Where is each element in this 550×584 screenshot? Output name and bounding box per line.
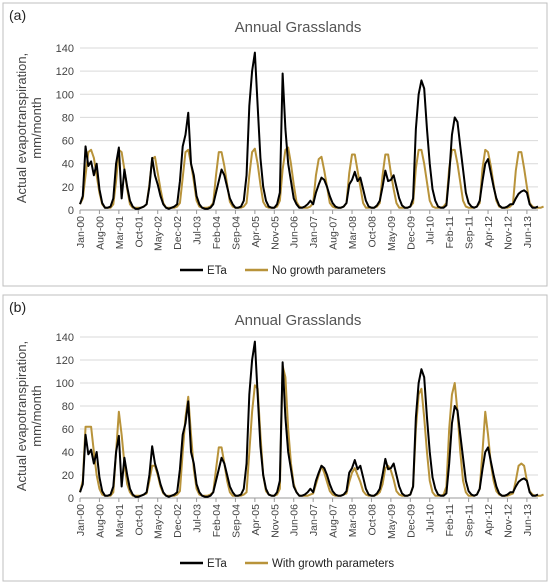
x-tick-label: Aug-00 bbox=[94, 504, 106, 538]
x-tick-label: Feb-11 bbox=[444, 216, 456, 249]
x-tick-label: Aug-07 bbox=[328, 216, 340, 250]
x-tick-label: Sep-04 bbox=[230, 504, 242, 538]
x-tick-label: Dec-09 bbox=[405, 504, 417, 538]
x-tick-label: Apr-12 bbox=[483, 504, 495, 536]
legend-label-no-growth: No growth parameters bbox=[272, 265, 386, 277]
y-tick-label: 20 bbox=[62, 470, 74, 482]
panel-b-ylabel: Actual evapotranspiration,mm/month bbox=[14, 341, 44, 491]
x-tick-label: Feb-04 bbox=[211, 216, 223, 249]
panel-b-frame bbox=[2, 294, 548, 582]
x-tick-label: Aug-07 bbox=[328, 504, 340, 538]
y-tick-label: 60 bbox=[62, 424, 74, 436]
y-tick-label: 140 bbox=[56, 332, 74, 344]
panel-b-title: Annual Grasslands bbox=[235, 312, 362, 329]
x-tick-label: Jul-03 bbox=[192, 504, 204, 533]
y-tick-label: 100 bbox=[56, 89, 74, 101]
legend-label-eta: ETa bbox=[207, 265, 227, 277]
x-tick-label: Nov-05 bbox=[269, 216, 281, 250]
y-tick-label: 0 bbox=[68, 493, 74, 505]
series-line-eta bbox=[79, 340, 539, 498]
panel-a: (a) Annual Grasslands Actual evapotransp… bbox=[2, 2, 548, 287]
y-tick-label: 40 bbox=[62, 447, 74, 459]
x-tick-label: May-02 bbox=[153, 504, 165, 539]
x-tick-label: Oct-01 bbox=[133, 504, 145, 536]
x-tick-label: Dec-09 bbox=[405, 216, 417, 250]
x-tick-label: Jan-07 bbox=[308, 216, 320, 248]
x-tick-label: Sep-04 bbox=[230, 216, 242, 250]
panel-a-plot: 0 20 40 60 80 100 120 140 Jan-00 Aug-00 Mar-01 Oct-… bbox=[56, 43, 544, 251]
x-tick-label: May-02 bbox=[153, 216, 165, 251]
x-tick-label: Nov-12 bbox=[502, 504, 514, 538]
x-tick-label: Jan-00 bbox=[75, 504, 87, 536]
x-tick-label: Mar-08 bbox=[347, 504, 359, 537]
x-tick-label: Mar-01 bbox=[114, 504, 126, 537]
x-tick-label: Mar-08 bbox=[347, 216, 359, 249]
y-tick-label: 0 bbox=[68, 205, 74, 217]
x-tick-label: Jun-13 bbox=[522, 216, 534, 248]
panel-b-legend: ETa With growth parameters bbox=[180, 558, 394, 570]
x-tick-label: Jul-10 bbox=[425, 216, 437, 245]
panel-a-ylabel: Actual evapotranspiration,mm/month bbox=[14, 53, 44, 203]
x-tick-label: Jul-10 bbox=[425, 504, 437, 533]
panel-b-label: (b) bbox=[9, 299, 26, 315]
y-tick-label: 20 bbox=[62, 182, 74, 194]
series-line-eta bbox=[79, 51, 539, 210]
x-tick-label: Apr-05 bbox=[250, 504, 262, 536]
panel-a-legend: ETa No growth parameters bbox=[180, 265, 386, 277]
x-tick-label: Jul-03 bbox=[192, 216, 204, 245]
legend-label-eta: ETa bbox=[207, 558, 227, 570]
x-tick-label: Feb-04 bbox=[211, 504, 223, 537]
x-tick-label: Oct-08 bbox=[366, 504, 378, 536]
panel-b: (b) Annual Grasslands Actual evapotransp… bbox=[2, 294, 548, 582]
x-tick-label: Jan-00 bbox=[75, 216, 87, 248]
x-tick-label: Jun-06 bbox=[289, 504, 301, 536]
x-tick-label: Feb-11 bbox=[444, 504, 456, 537]
x-tick-label: Dec-02 bbox=[172, 216, 184, 250]
x-tick-label: Mar-01 bbox=[114, 216, 126, 249]
panel-a-label: (a) bbox=[9, 7, 26, 23]
x-tick-label: Dec-02 bbox=[172, 504, 184, 538]
x-tick-label: Nov-05 bbox=[269, 504, 281, 538]
y-tick-label: 120 bbox=[56, 355, 74, 367]
x-tick-label: May-09 bbox=[386, 216, 398, 251]
x-tick-label: Nov-12 bbox=[502, 216, 514, 250]
x-tick-label: Apr-12 bbox=[483, 216, 495, 248]
x-tick-label: Aug-00 bbox=[94, 216, 106, 250]
panel-a-frame bbox=[2, 2, 548, 287]
x-tick-label: Oct-01 bbox=[133, 216, 145, 248]
panel-b-plot: 0 20 40 60 80 100 120 140 Jan-00 Aug-00 Mar-01 Oct-… bbox=[56, 332, 544, 539]
y-tick-label: 80 bbox=[62, 112, 74, 124]
panel-a-title: Annual Grasslands bbox=[235, 19, 362, 36]
x-tick-label: Jun-13 bbox=[522, 504, 534, 536]
x-tick-label: Sep-11 bbox=[464, 504, 476, 537]
y-tick-label: 60 bbox=[62, 136, 74, 148]
y-tick-label: 100 bbox=[56, 378, 74, 390]
y-tick-label: 140 bbox=[56, 43, 74, 55]
legend-label-with-growth: With growth parameters bbox=[272, 558, 394, 570]
x-tick-label: Sep-11 bbox=[464, 216, 476, 249]
y-tick-label: 40 bbox=[62, 159, 74, 171]
x-tick-label: Jun-06 bbox=[289, 216, 301, 248]
x-tick-label: Jan-07 bbox=[308, 504, 320, 536]
x-tick-label: Apr-05 bbox=[250, 216, 262, 248]
y-tick-label: 80 bbox=[62, 401, 74, 413]
series-line-model bbox=[79, 146, 544, 209]
x-tick-label: May-09 bbox=[386, 504, 398, 539]
x-tick-label: Oct-08 bbox=[366, 216, 378, 248]
y-tick-label: 120 bbox=[56, 66, 74, 78]
